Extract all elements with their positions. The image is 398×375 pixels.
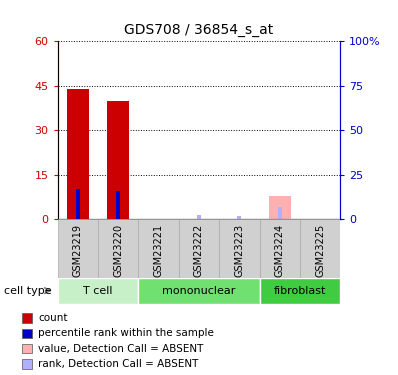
Text: percentile rank within the sample: percentile rank within the sample — [38, 328, 214, 338]
Bar — [179, 219, 219, 278]
Bar — [259, 278, 340, 304]
Text: GSM23221: GSM23221 — [154, 224, 164, 277]
Bar — [58, 219, 98, 278]
Text: count: count — [38, 313, 68, 323]
Bar — [67, 89, 89, 219]
Bar — [300, 219, 340, 278]
Text: GSM23220: GSM23220 — [113, 224, 123, 277]
Bar — [21, 359, 32, 369]
Text: GSM23222: GSM23222 — [194, 224, 204, 277]
Bar — [139, 278, 259, 304]
Text: GSM23224: GSM23224 — [275, 224, 285, 277]
Text: T cell: T cell — [83, 286, 113, 296]
Bar — [76, 189, 80, 219]
Text: GSM23219: GSM23219 — [73, 224, 83, 277]
Text: cell type: cell type — [4, 286, 52, 296]
Text: GSM23225: GSM23225 — [315, 224, 325, 277]
Bar — [107, 100, 129, 219]
Text: mononuclear: mononuclear — [162, 286, 236, 296]
Bar — [116, 191, 120, 219]
Bar — [278, 207, 282, 219]
Bar — [197, 215, 201, 219]
Bar — [98, 219, 139, 278]
Bar — [219, 219, 259, 278]
Title: GDS708 / 36854_s_at: GDS708 / 36854_s_at — [124, 24, 274, 38]
Text: value, Detection Call = ABSENT: value, Detection Call = ABSENT — [38, 344, 204, 354]
Bar — [139, 219, 179, 278]
Bar — [21, 328, 32, 338]
Bar — [58, 278, 139, 304]
Bar — [269, 196, 291, 219]
Bar — [259, 219, 300, 278]
Text: GSM23223: GSM23223 — [234, 224, 244, 277]
Bar — [21, 313, 32, 323]
Text: fibroblast: fibroblast — [274, 286, 326, 296]
Bar — [237, 216, 241, 219]
Bar — [21, 344, 32, 354]
Text: rank, Detection Call = ABSENT: rank, Detection Call = ABSENT — [38, 359, 199, 369]
